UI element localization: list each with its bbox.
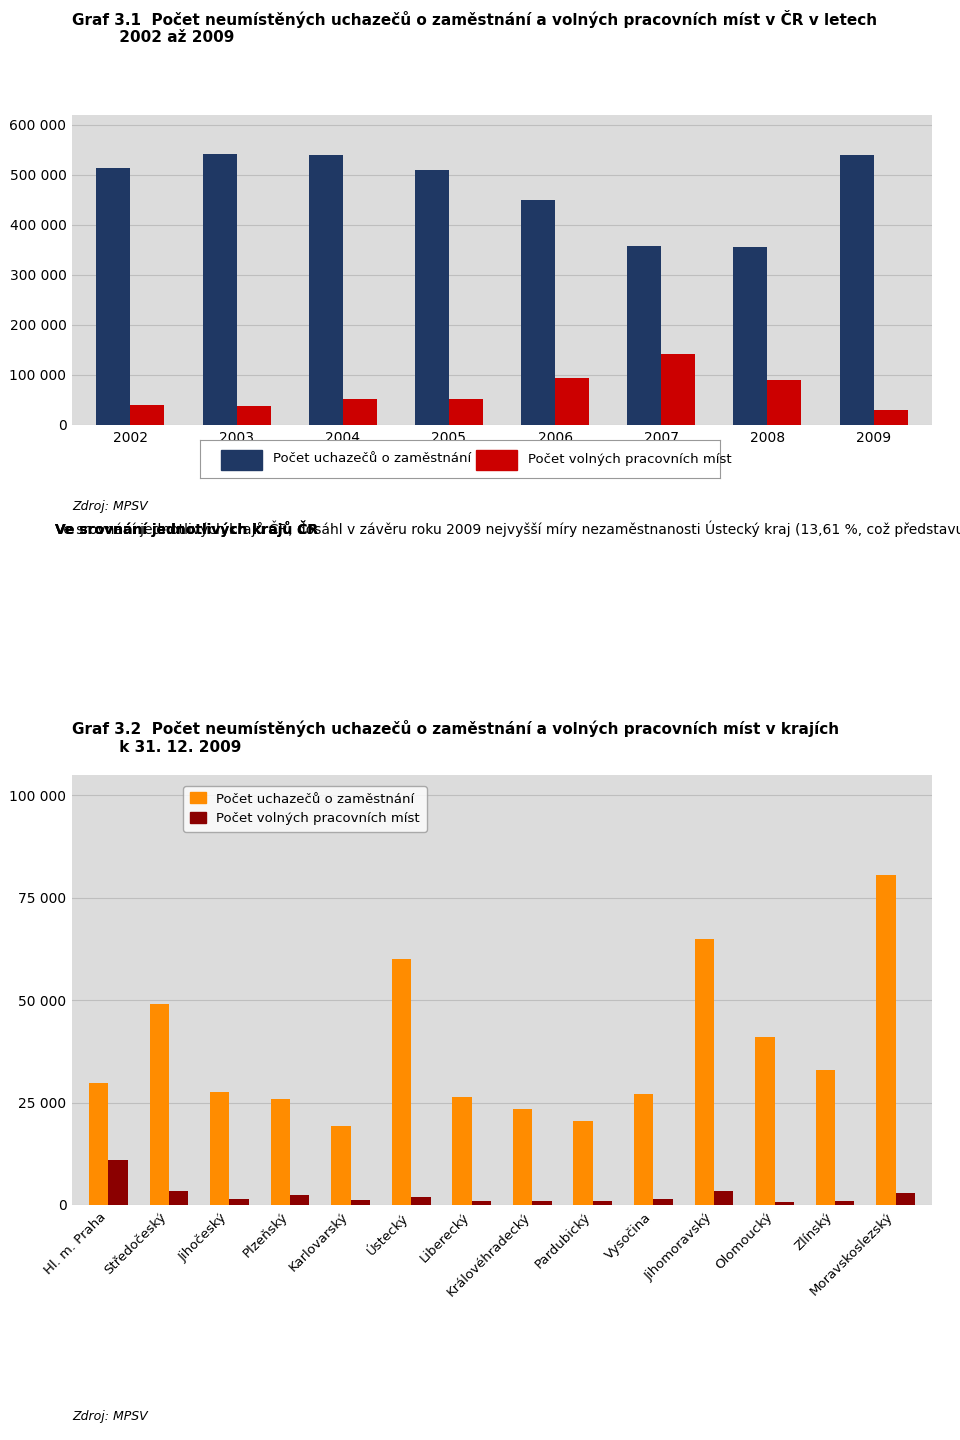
Bar xyxy=(331,1126,350,1205)
Bar xyxy=(392,959,411,1205)
Bar xyxy=(452,1097,471,1205)
Bar xyxy=(593,1201,612,1205)
Bar xyxy=(411,1197,430,1205)
Bar xyxy=(229,1200,249,1205)
Bar xyxy=(654,1200,673,1205)
Text: Graf 3.1  Počet neumístěných uchazečů o zaměstnání a volných pracovních míst v Č: Graf 3.1 Počet neumístěných uchazečů o z… xyxy=(72,10,877,27)
Text: Ve srovnání jednotlivých krajů ČR: Ve srovnání jednotlivých krajů ČR xyxy=(55,520,318,537)
Bar xyxy=(210,1093,229,1205)
Bar xyxy=(471,1201,492,1205)
Bar xyxy=(271,1099,290,1205)
FancyBboxPatch shape xyxy=(221,449,262,471)
Bar xyxy=(309,154,343,425)
Bar xyxy=(89,1083,108,1205)
Bar xyxy=(661,354,695,425)
Bar xyxy=(513,1109,532,1205)
Bar xyxy=(343,399,376,425)
Bar xyxy=(896,1192,915,1205)
Text: Počet uchazečů o zaměstnání: Počet uchazečů o zaměstnání xyxy=(273,452,471,465)
Bar xyxy=(714,1191,733,1205)
Bar xyxy=(449,399,483,425)
Bar xyxy=(634,1094,654,1205)
Text: 2002 až 2009: 2002 až 2009 xyxy=(72,30,234,45)
Bar xyxy=(733,248,767,425)
Legend: Počet uchazečů o zaměstnání, Počet volných pracovních míst: Počet uchazečů o zaměstnání, Počet volný… xyxy=(183,786,426,832)
Bar xyxy=(350,1200,370,1205)
Bar xyxy=(521,200,555,425)
Bar xyxy=(573,1122,593,1205)
Bar xyxy=(876,876,896,1205)
Bar xyxy=(627,246,661,425)
Bar xyxy=(203,154,236,425)
Bar xyxy=(835,1201,854,1205)
Bar xyxy=(415,170,449,425)
Bar xyxy=(555,379,589,425)
Bar xyxy=(131,405,164,425)
Bar xyxy=(290,1195,309,1205)
Bar xyxy=(767,380,802,425)
Text: Zdroj: MPSV: Zdroj: MPSV xyxy=(72,500,148,513)
Bar xyxy=(695,939,714,1205)
Bar xyxy=(96,168,131,425)
Bar xyxy=(150,1004,169,1205)
Text: Ve srovnání jednotlivých krajů ČR: Ve srovnání jednotlivých krajů ČR xyxy=(55,520,318,537)
Bar xyxy=(108,1161,128,1205)
Bar xyxy=(816,1070,835,1205)
Bar xyxy=(169,1191,188,1205)
Text: Počet volných pracovních míst: Počet volných pracovních míst xyxy=(528,452,732,465)
Bar xyxy=(532,1201,552,1205)
Bar xyxy=(236,406,271,425)
Bar xyxy=(775,1202,794,1205)
Text: Graf 3.2  Počet neumístěných uchazečů o zaměstnání a volných pracovních míst v k: Graf 3.2 Počet neumístěných uchazečů o z… xyxy=(72,720,839,737)
Text: Zdroj: MPSV: Zdroj: MPSV xyxy=(72,1410,148,1423)
Text: k 31. 12. 2009: k 31. 12. 2009 xyxy=(72,740,241,755)
Bar xyxy=(874,410,907,425)
Text: Ve srovnání jednotlivých krajů ČR, dosáhl v závěru roku 2009 nejvyšší míry nezam: Ve srovnání jednotlivých krajů ČR, dosáh… xyxy=(55,520,960,537)
Bar xyxy=(756,1037,775,1205)
Bar xyxy=(840,156,874,425)
FancyBboxPatch shape xyxy=(475,449,517,471)
